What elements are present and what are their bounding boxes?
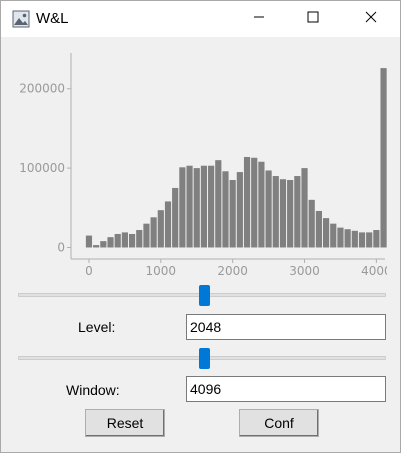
histogram-bar <box>358 232 366 248</box>
histogram-bar <box>265 170 272 248</box>
minimize-button[interactable] <box>236 1 282 37</box>
histogram-bar <box>172 187 179 248</box>
histogram-bar <box>322 218 330 248</box>
window-input[interactable]: 4096 <box>186 376 386 402</box>
image-icon <box>12 10 30 28</box>
histogram-bar <box>344 229 351 248</box>
level-slider-thumb[interactable] <box>198 285 210 306</box>
histogram-bar <box>114 233 121 248</box>
y-tick-label: 200000 <box>19 82 65 96</box>
window-title: W&L <box>36 10 69 27</box>
x-tick-label: 1000 <box>146 264 177 278</box>
level-input[interactable]: 2048 <box>186 314 386 340</box>
histogram-bar <box>366 232 373 248</box>
title-bar[interactable]: W&L <box>1 1 400 37</box>
histogram-bar <box>337 227 344 248</box>
histogram-bar <box>186 165 193 248</box>
close-button[interactable] <box>348 1 394 37</box>
y-tick-label: 100000 <box>19 161 65 175</box>
histogram-bar <box>308 199 315 248</box>
histogram-bar <box>143 223 150 248</box>
window-label: Window: <box>66 382 120 398</box>
histogram-bar <box>351 230 358 248</box>
histogram-bar <box>330 223 337 248</box>
close-icon <box>365 10 377 28</box>
histogram-bar <box>236 172 243 248</box>
histogram-bar <box>128 233 136 248</box>
reset-button[interactable]: Reset <box>85 409 165 437</box>
histogram-bar <box>222 171 229 248</box>
x-tick-label: 4000 <box>361 264 387 278</box>
histogram-bar <box>301 168 308 248</box>
x-tick-label: 3000 <box>289 264 320 278</box>
histogram-bar <box>200 165 208 248</box>
histogram-bar <box>251 157 258 248</box>
histogram-bar <box>157 210 164 248</box>
level-label: Level: <box>78 319 116 335</box>
histogram-bar <box>100 241 107 248</box>
x-tick-label: 2000 <box>217 264 248 278</box>
window-slider[interactable] <box>18 346 386 370</box>
histogram-bar <box>85 235 93 248</box>
level-slider[interactable] <box>18 283 386 307</box>
conf-button[interactable]: Conf <box>239 409 319 437</box>
y-tick-label: 0 <box>57 240 65 254</box>
histogram-bar <box>136 230 143 248</box>
histogram-bar <box>272 176 279 248</box>
window-slider-thumb[interactable] <box>198 348 210 369</box>
x-tick-label: 0 <box>85 264 93 278</box>
histogram-bar <box>215 160 222 248</box>
histogram-bar <box>287 180 294 248</box>
histogram-bar <box>193 168 200 248</box>
histogram-bar <box>229 180 236 248</box>
histogram-svg: 0 100000 200000 0 1000 2000 3000 4000 <box>19 53 392 278</box>
maximize-icon <box>307 10 319 28</box>
maximize-button[interactable] <box>290 1 336 37</box>
histogram-bar <box>380 68 387 248</box>
histogram-bar <box>243 156 251 248</box>
histogram-chart: 0 100000 200000 0 1000 2000 3000 4000 <box>15 49 392 281</box>
minimize-icon <box>253 10 265 28</box>
histogram-bar <box>107 237 114 248</box>
histogram-bar <box>279 179 287 248</box>
histogram-bar <box>208 165 215 248</box>
histogram-bar <box>150 217 157 248</box>
histogram-bar <box>179 167 186 248</box>
histogram-bar <box>373 230 380 248</box>
histogram-bar <box>93 245 100 248</box>
histogram-bar <box>164 201 172 248</box>
histogram-bar <box>258 161 265 248</box>
histogram-bar <box>294 176 301 248</box>
histogram-bar <box>121 232 128 248</box>
histogram-bar <box>315 210 322 248</box>
